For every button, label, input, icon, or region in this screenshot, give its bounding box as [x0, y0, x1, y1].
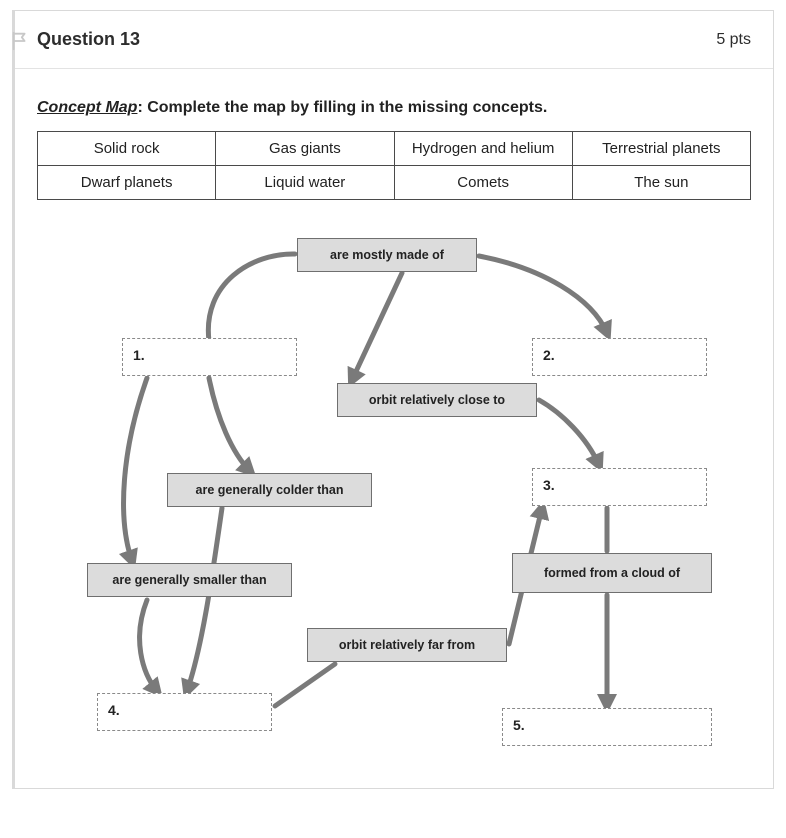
word-bank-cell: Liquid water	[216, 166, 394, 200]
flag-icon[interactable]	[9, 30, 31, 57]
relation-formed-from: formed from a cloud of	[512, 553, 712, 593]
word-bank-table: Solid rockGas giantsHydrogen and heliumT…	[37, 131, 751, 200]
relation-orbit-close: orbit relatively close to	[337, 383, 537, 417]
blank-1[interactable]: 1.	[122, 338, 297, 376]
instruction-text: Concept Map: Complete the map by filling…	[37, 99, 751, 117]
word-bank-cell: Comets	[394, 166, 572, 200]
relation-smaller-than: are generally smaller than	[87, 563, 292, 597]
blank-3[interactable]: 3.	[532, 468, 707, 506]
relation-mostly-made-of: are mostly made of	[297, 238, 477, 272]
word-bank-cell: Terrestrial planets	[572, 132, 750, 166]
question-header: Question 13 5 pts	[15, 11, 773, 69]
relation-orbit-far: orbit relatively far from	[307, 628, 507, 662]
question-title: Question 13	[37, 29, 140, 50]
word-bank-cell: Solid rock	[38, 132, 216, 166]
question-points: 5 pts	[716, 31, 751, 49]
instruction-rest: : Complete the map by filling in the mis…	[137, 99, 547, 116]
question-card: Question 13 5 pts Concept Map: Complete …	[12, 10, 774, 789]
word-bank-cell: Hydrogen and helium	[394, 132, 572, 166]
word-bank-cell: Dwarf planets	[38, 166, 216, 200]
instruction-lead: Concept Map	[37, 99, 137, 116]
question-body: Concept Map: Complete the map by filling…	[15, 69, 773, 788]
blank-2[interactable]: 2.	[532, 338, 707, 376]
blank-5[interactable]: 5.	[502, 708, 712, 746]
word-bank-cell: The sun	[572, 166, 750, 200]
concept-map-diagram: are mostly made of orbit relatively close…	[32, 228, 737, 758]
relation-colder-than: are generally colder than	[167, 473, 372, 507]
blank-4[interactable]: 4.	[97, 693, 272, 731]
word-bank-cell: Gas giants	[216, 132, 394, 166]
